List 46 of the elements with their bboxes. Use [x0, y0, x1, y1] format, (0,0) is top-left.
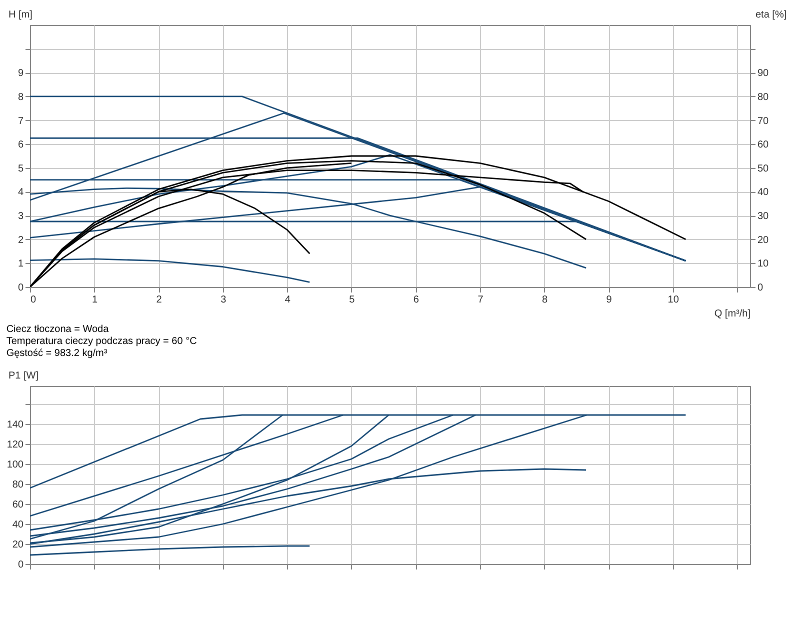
y2-tick-label: 70	[758, 116, 770, 127]
text: Gęstość = 983.2 kg/m³	[6, 348, 108, 359]
y2-tick-label: 50	[758, 163, 770, 174]
y-tick-label: 60	[12, 500, 24, 510]
y-axis-title: H [m]	[8, 10, 33, 20]
y-tick-label: 140	[6, 420, 24, 430]
y-tick-label: 3	[18, 211, 24, 222]
text: Ciecz tłoczona = Woda	[6, 324, 110, 335]
x-tick-label: 9	[606, 294, 612, 306]
y-tick-label: 20	[12, 540, 24, 550]
y2-tick-label: 0	[758, 282, 764, 294]
y-tick-label: 8	[18, 92, 24, 103]
x-tick-label: 1	[92, 294, 98, 306]
x-tick-label: 2	[156, 294, 162, 306]
y-tick-label: 0	[18, 282, 24, 294]
y2-tick-label: 40	[758, 187, 770, 198]
y-tick-label: 5	[18, 163, 24, 174]
y-tick-label: 40	[12, 520, 24, 530]
y2-axis-title: eta [%]	[756, 10, 787, 20]
y-tick-label: 6	[18, 140, 24, 151]
x-tick-label: 6	[413, 294, 420, 306]
y2-tick-label: 20	[758, 234, 770, 246]
x-tick-label: 0	[30, 294, 36, 306]
y2-tick-label: 90	[758, 68, 770, 80]
y-tick-label: 7	[18, 116, 24, 127]
y2-tick-label: 80	[758, 92, 770, 103]
y-tick-label: 80	[12, 480, 24, 490]
y2-tick-label: 30	[758, 211, 770, 222]
y-tick-label: 0	[18, 560, 24, 570]
x-axis-title: Q [m³/h]	[714, 308, 751, 320]
y-tick-label: 9	[18, 68, 24, 80]
x-tick-label: 4	[284, 294, 291, 306]
x-tick-label: 3	[220, 294, 227, 306]
x-tick-label: 8	[542, 294, 548, 306]
y-tick-label: 4	[18, 187, 24, 198]
y-tick-label: 2	[18, 234, 24, 246]
x-tick-label: 10	[668, 294, 680, 306]
x-tick-label: 5	[349, 294, 356, 306]
text: Temperatura cieczy podczas pracy = 60 °C	[6, 336, 197, 347]
y2-tick-label: 10	[758, 258, 770, 270]
y-axis-title: P1 [W]	[8, 370, 39, 382]
y-tick-label: 1	[18, 258, 24, 270]
y-tick-label: 100	[6, 460, 24, 470]
y-tick-label: 120	[6, 440, 24, 450]
y2-tick-label: 60	[758, 140, 770, 151]
x-tick-label: 7	[478, 294, 484, 306]
